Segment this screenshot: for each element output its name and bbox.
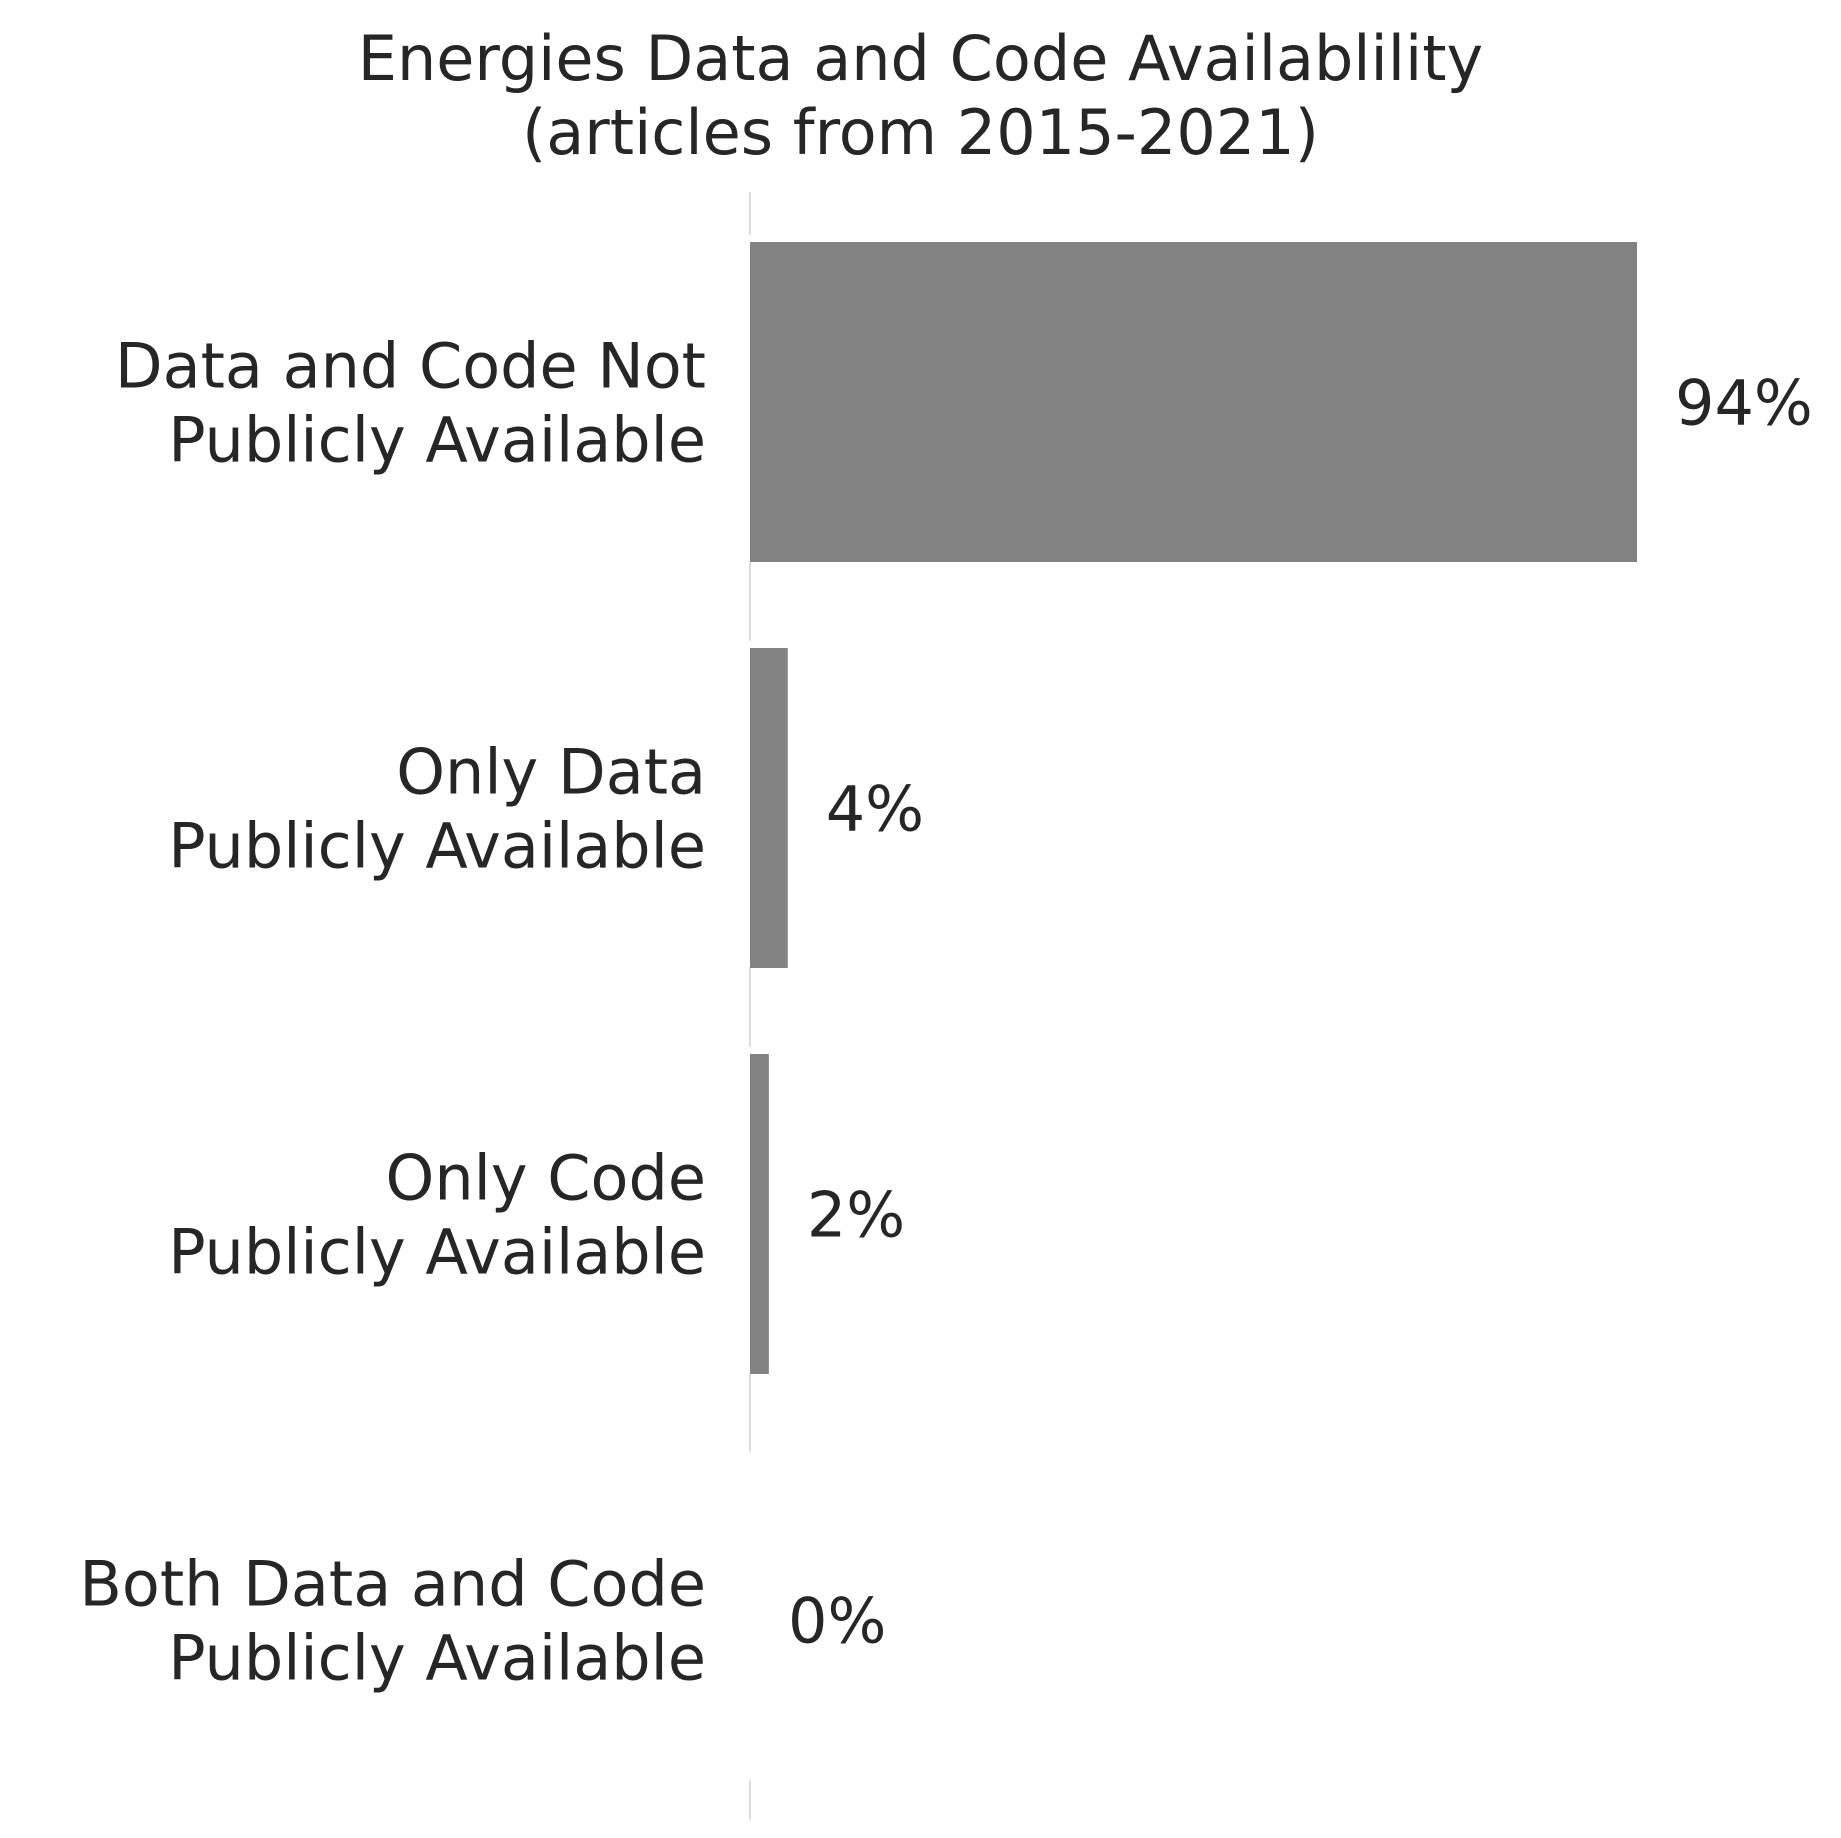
value-label: 2% [807,1178,905,1251]
category-label: Data and Code Not Publicly Available [115,329,706,476]
value-label: 0% [788,1584,886,1657]
bar [750,648,788,968]
category-label: Only Data Publicly Available [168,735,706,882]
chart-title-line-1: Energies Data and Code Availablility [357,22,1484,95]
value-label: 4% [826,772,924,845]
chart-title: Energies Data and Code Availablility (ar… [0,22,1841,170]
value-label: 94% [1675,366,1813,439]
bar [750,1054,769,1374]
category-label: Both Data and Code Publicly Available [79,1547,706,1694]
bar [750,242,1637,562]
category-label: Only Code Publicly Available [168,1141,706,1288]
chart-title-line-2: (articles from 2015-2021) [522,96,1319,169]
